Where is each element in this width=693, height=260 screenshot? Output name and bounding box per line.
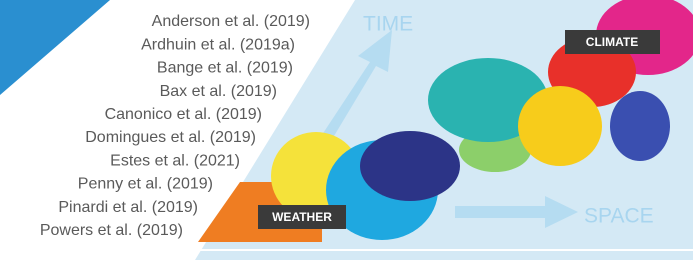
ellipse	[518, 86, 602, 166]
ellipse	[610, 91, 670, 161]
reference: Bange et al. (2019)	[157, 60, 293, 77]
reference: Pinardi et al. (2019)	[58, 199, 198, 216]
reference: Penny et al. (2019)	[78, 176, 213, 193]
reference: Powers et al. (2019)	[40, 222, 183, 239]
reference: Estes et al. (2021)	[110, 152, 240, 169]
reference: Bax et al. (2019)	[160, 83, 277, 100]
reference: Domingues et al. (2019)	[85, 129, 256, 146]
axis-label: SPACE	[584, 205, 654, 228]
tag-label: WEATHER	[272, 210, 332, 224]
tag-label: CLIMATE	[586, 35, 638, 49]
axis-label: TIME	[363, 13, 413, 36]
reference: Anderson et al. (2019)	[152, 13, 310, 30]
reference: Ardhuin et al. (2019a)	[141, 36, 295, 53]
ellipse	[360, 131, 460, 201]
reference: Canonico et al. (2019)	[105, 106, 262, 123]
infographic: TIME SPACE WEATHER CLIMATE Anderson et a…	[0, 0, 693, 260]
